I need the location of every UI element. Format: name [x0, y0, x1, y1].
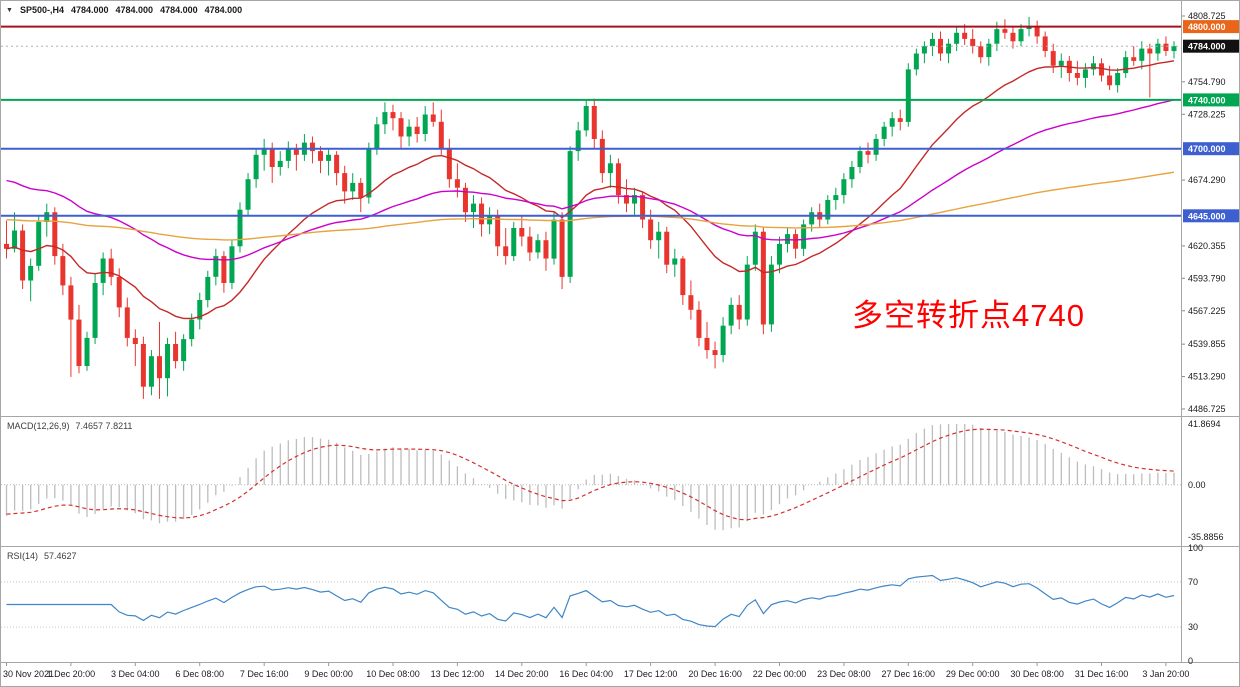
svg-text:14 Dec 20:00: 14 Dec 20:00 — [495, 669, 549, 679]
svg-text:1 Dec 20:00: 1 Dec 20:00 — [47, 669, 96, 679]
svg-text:4486.725: 4486.725 — [1188, 404, 1226, 414]
svg-text:22 Dec 00:00: 22 Dec 00:00 — [753, 669, 807, 679]
chart-header: ▼ SP500-,H4 4784.000 4784.000 4784.000 4… — [6, 5, 242, 15]
svg-text:6 Dec 08:00: 6 Dec 08:00 — [175, 669, 224, 679]
svg-text:4567.225: 4567.225 — [1188, 306, 1226, 316]
svg-text:4513.290: 4513.290 — [1188, 372, 1226, 382]
svg-text:4674.290: 4674.290 — [1188, 175, 1226, 185]
svg-text:41.8694: 41.8694 — [1188, 419, 1221, 429]
svg-text:30 Nov 2021: 30 Nov 2021 — [3, 669, 54, 679]
svg-text:20 Dec 16:00: 20 Dec 16:00 — [688, 669, 742, 679]
svg-text:7 Dec 16:00: 7 Dec 16:00 — [240, 669, 289, 679]
macd-signal-line — [6, 428, 1175, 521]
svg-text:30 Dec 08:00: 30 Dec 08:00 — [1010, 669, 1064, 679]
expand-ohlc-icon[interactable]: ▼ — [6, 6, 13, 14]
rsi-line — [6, 574, 1175, 628]
macd-histogram — [5, 424, 1175, 531]
rsi-pane: 100 70 30 0 — [1, 543, 1203, 666]
ma-slow-orange-line — [6, 171, 1175, 241]
macd-name: MACD(12,26,9) — [7, 421, 70, 431]
svg-text:4728.225: 4728.225 — [1188, 109, 1226, 119]
svg-text:29 Dec 00:00: 29 Dec 00:00 — [946, 669, 1000, 679]
svg-text:4593.790: 4593.790 — [1188, 273, 1226, 283]
svg-text:4539.855: 4539.855 — [1188, 339, 1226, 349]
rsi-indicator-label: RSI(14) 57.4627 — [7, 551, 77, 561]
svg-text:16 Dec 04:00: 16 Dec 04:00 — [559, 669, 613, 679]
macd-indicator-label: MACD(12,26,9) 7.4657 7.8211 — [7, 421, 132, 431]
ma-fast-red-line — [6, 60, 1175, 320]
candles — [4, 16, 1177, 399]
svg-text:27 Dec 16:00: 27 Dec 16:00 — [882, 669, 936, 679]
svg-text:4800.000: 4800.000 — [1188, 22, 1226, 32]
ma-mid-magenta-line — [6, 99, 1175, 261]
svg-text:10 Dec 08:00: 10 Dec 08:00 — [366, 669, 420, 679]
macd-values: 7.4657 7.8211 — [75, 421, 133, 431]
svg-text:0: 0 — [1188, 656, 1193, 666]
svg-text:4808.725: 4808.725 — [1188, 11, 1226, 21]
low-value: 4784.000 — [160, 5, 198, 15]
svg-text:4645.000: 4645.000 — [1188, 211, 1226, 221]
open-value: 4784.000 — [70, 5, 109, 15]
svg-text:70: 70 — [1188, 577, 1198, 587]
price-axis: 4808.725 4754.790 4728.225 4674.290 4620.355… — [1182, 11, 1239, 414]
svg-text:4700.000: 4700.000 — [1188, 144, 1226, 154]
svg-text:4740.000: 4740.000 — [1188, 95, 1226, 105]
svg-text:3 Dec 04:00: 3 Dec 04:00 — [111, 669, 160, 679]
close-value: 4784.000 — [204, 5, 243, 15]
svg-text:23 Dec 08:00: 23 Dec 08:00 — [817, 669, 871, 679]
moving-averages — [6, 60, 1175, 320]
horizontal-level-lines — [1, 25, 1181, 217]
symbol-timeframe-label: SP500-,H4 — [19, 5, 64, 15]
svg-text:-35.8856: -35.8856 — [1188, 532, 1224, 542]
chart-annotation: 多空转折点4740 — [852, 298, 1085, 333]
rsi-value: 57.4627 — [44, 551, 77, 561]
pane-separators — [1, 1, 1239, 663]
svg-text:30: 30 — [1188, 622, 1198, 632]
svg-text:4754.790: 4754.790 — [1188, 77, 1226, 87]
rsi-name: RSI(14) — [7, 551, 39, 561]
svg-text:4620.355: 4620.355 — [1188, 241, 1226, 251]
svg-text:3 Jan 20:00: 3 Jan 20:00 — [1142, 669, 1189, 679]
svg-text:100: 100 — [1188, 543, 1203, 553]
svg-text:4784.000: 4784.000 — [1188, 42, 1226, 52]
svg-text:0.00: 0.00 — [1188, 480, 1206, 490]
svg-text:13 Dec 12:00: 13 Dec 12:00 — [431, 669, 485, 679]
svg-text:9 Dec 00:00: 9 Dec 00:00 — [304, 669, 353, 679]
svg-text:17 Dec 12:00: 17 Dec 12:00 — [624, 669, 678, 679]
svg-text:31 Dec 16:00: 31 Dec 16:00 — [1075, 669, 1129, 679]
high-value: 4784.000 — [115, 5, 154, 15]
macd-pane: 41.8694 0.00 -35.8856 — [1, 419, 1224, 542]
